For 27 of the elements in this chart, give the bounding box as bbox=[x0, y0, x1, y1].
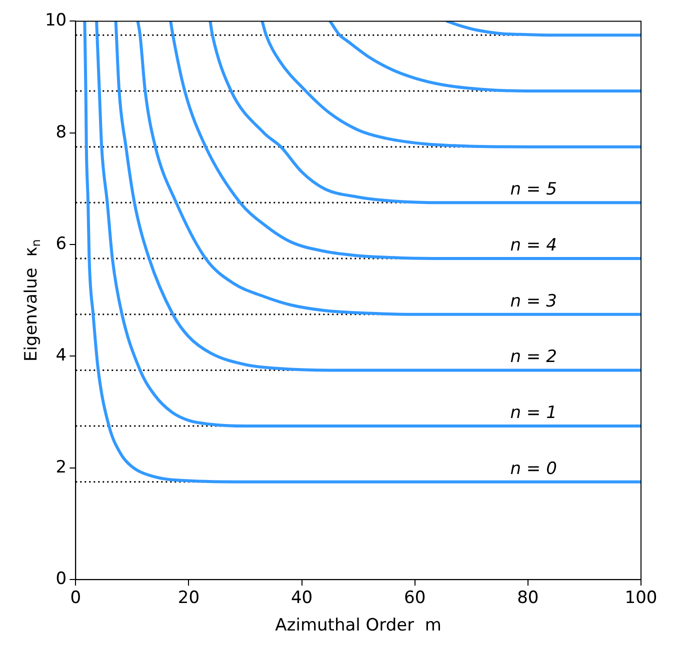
x-tick-label: 0 bbox=[70, 588, 82, 608]
x-tick-label: 80 bbox=[517, 588, 539, 608]
line-series bbox=[328, 21, 641, 92]
line-series bbox=[114, 21, 641, 372]
x-tick-label: 40 bbox=[290, 588, 313, 608]
y-tick-label: 6 bbox=[56, 234, 67, 254]
annotation: n = 5 bbox=[510, 180, 557, 200]
y-tick-label: 2 bbox=[56, 457, 67, 478]
y-tick-label: 4 bbox=[56, 346, 67, 366]
annotation: n = 1 bbox=[510, 402, 557, 423]
annotation: n = 3 bbox=[510, 291, 557, 312]
annotation: n = 4 bbox=[510, 235, 557, 256]
annotation: n = 2 bbox=[510, 347, 557, 368]
x-tick-label: 100 bbox=[624, 588, 658, 608]
line-series bbox=[169, 21, 641, 260]
x-tick-label: 20 bbox=[178, 588, 200, 608]
x-axis-title: Azimuthal Order m bbox=[275, 615, 442, 636]
line-series bbox=[446, 21, 641, 37]
y-axis-title: Eigenvalue κn bbox=[21, 239, 44, 362]
y-tick-label: 8 bbox=[56, 122, 67, 142]
x-tick-label: 60 bbox=[404, 588, 426, 608]
line-series bbox=[136, 21, 641, 316]
line-series bbox=[260, 21, 641, 148]
y-tick-label: 0 bbox=[56, 569, 67, 590]
annotation: n = 0 bbox=[510, 458, 557, 479]
y-tick-label: 10 bbox=[44, 10, 67, 31]
line-series bbox=[208, 21, 641, 204]
